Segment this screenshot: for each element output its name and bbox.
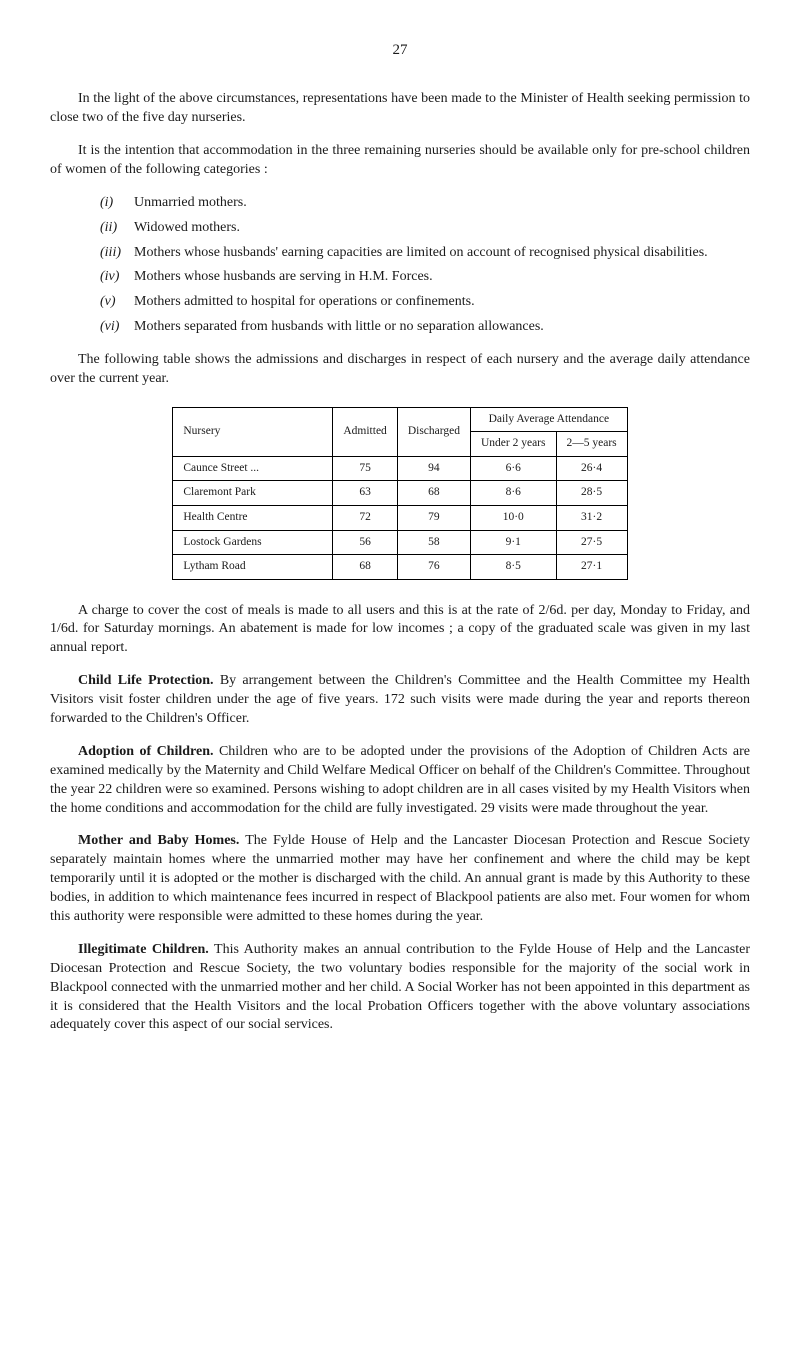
cell-under2: 10·0 [470, 506, 556, 531]
table-intro-para: The following table shows the admissions… [50, 351, 750, 389]
list-item: (vi) Mothers separated from husbands wit… [100, 318, 750, 337]
section-adoption: Adoption of Children. Children who are t… [50, 743, 750, 819]
cell-admitted: 68 [333, 555, 397, 580]
charge-para: A charge to cover the cost of meals is m… [50, 602, 750, 659]
cell-admitted: 63 [333, 481, 397, 506]
list-marker: (i) [100, 194, 134, 213]
list-marker: (iii) [100, 244, 134, 263]
table-row: Health Centre 72 79 10·0 31·2 [173, 506, 627, 531]
section-child-life: Child Life Protection. By arrangement be… [50, 672, 750, 729]
header-admitted: Admitted [333, 407, 397, 456]
list-item: (iii) Mothers whose husbands' earning ca… [100, 244, 750, 263]
list-text: Unmarried mothers. [134, 194, 750, 213]
cell-discharged: 68 [397, 481, 470, 506]
list-text: Mothers whose husbands are serving in H.… [134, 268, 750, 287]
cell-discharged: 94 [397, 456, 470, 481]
cell-discharged: 58 [397, 530, 470, 555]
cell-discharged: 76 [397, 555, 470, 580]
list-item: (iv) Mothers whose husbands are serving … [100, 268, 750, 287]
list-item: (ii) Widowed mothers. [100, 219, 750, 238]
cell-nursery: Health Centre [173, 506, 333, 531]
header-nursery: Nursery [173, 407, 333, 456]
header-2-5: 2—5 years [556, 432, 627, 457]
cell-y25: 28·5 [556, 481, 627, 506]
table-header-row: Nursery Admitted Discharged Daily Averag… [173, 407, 627, 432]
cell-y25: 27·5 [556, 530, 627, 555]
cell-discharged: 79 [397, 506, 470, 531]
cell-y25: 31·2 [556, 506, 627, 531]
section-mother-baby: Mother and Baby Homes. The Fylde House o… [50, 832, 750, 926]
cell-under2: 6·6 [470, 456, 556, 481]
list-text: Mothers separated from husbands with lit… [134, 318, 750, 337]
cell-y25: 27·1 [556, 555, 627, 580]
cell-under2: 8·5 [470, 555, 556, 580]
section-illegitimate: Illegitimate Children. This Authority ma… [50, 941, 750, 1035]
list-marker: (vi) [100, 318, 134, 337]
header-under2: Under 2 years [470, 432, 556, 457]
intro-para-2: It is the intention that accommodation i… [50, 142, 750, 180]
cell-admitted: 72 [333, 506, 397, 531]
table-row: Claremont Park 63 68 8·6 28·5 [173, 481, 627, 506]
cell-admitted: 75 [333, 456, 397, 481]
list-marker: (ii) [100, 219, 134, 238]
section-title-adoption: Adoption of Children. [78, 744, 214, 759]
list-marker: (v) [100, 293, 134, 312]
section-title-child-life: Child Life Protection. [78, 673, 214, 688]
cell-y25: 26·4 [556, 456, 627, 481]
cell-admitted: 56 [333, 530, 397, 555]
cell-nursery: Lytham Road [173, 555, 333, 580]
table-row: Lytham Road 68 76 8·5 27·1 [173, 555, 627, 580]
list-marker: (iv) [100, 268, 134, 287]
list-text: Mothers whose husbands' earning capaciti… [134, 244, 750, 263]
category-list: (i) Unmarried mothers. (ii) Widowed moth… [100, 194, 750, 337]
section-title-mother-baby: Mother and Baby Homes. [78, 833, 239, 848]
table-row: Lostock Gardens 56 58 9·1 27·5 [173, 530, 627, 555]
cell-under2: 9·1 [470, 530, 556, 555]
cell-nursery: Claremont Park [173, 481, 333, 506]
header-daily: Daily Average Attendance [470, 407, 627, 432]
cell-nursery: Caunce Street ... [173, 456, 333, 481]
cell-under2: 8·6 [470, 481, 556, 506]
list-item: (v) Mothers admitted to hospital for ope… [100, 293, 750, 312]
header-discharged: Discharged [397, 407, 470, 456]
list-text: Widowed mothers. [134, 219, 750, 238]
table-row: Caunce Street ... 75 94 6·6 26·4 [173, 456, 627, 481]
cell-nursery: Lostock Gardens [173, 530, 333, 555]
list-item: (i) Unmarried mothers. [100, 194, 750, 213]
page-number: 27 [50, 40, 750, 60]
list-text: Mothers admitted to hospital for operati… [134, 293, 750, 312]
intro-para-1: In the light of the above circumstances,… [50, 90, 750, 128]
section-title-illegitimate: Illegitimate Children. [78, 942, 209, 957]
nursery-table: Nursery Admitted Discharged Daily Averag… [172, 407, 627, 580]
